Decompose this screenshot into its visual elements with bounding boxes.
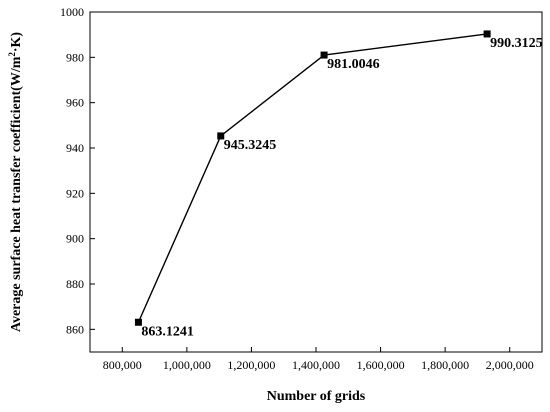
x-tick-label: 2,000,000 bbox=[486, 358, 534, 372]
y-axis-title-sup: 2 bbox=[7, 52, 17, 57]
y-tick-label: 920 bbox=[66, 186, 84, 200]
y-tick-label: 880 bbox=[66, 277, 84, 291]
y-tick-label: 940 bbox=[66, 141, 84, 155]
x-tick-label: 1,800,000 bbox=[421, 358, 469, 372]
x-axis: 800,000 1,000,000 1,200,000 1,400,000 1,600,… bbox=[103, 347, 534, 372]
data-point-marker bbox=[134, 318, 142, 326]
data-point-marker bbox=[217, 132, 225, 140]
data-label: 863.1241 bbox=[141, 324, 194, 339]
x-tick-label: 1,200,000 bbox=[227, 358, 275, 372]
y-axis-title-end: ·K) bbox=[9, 32, 24, 53]
data-labels: 863.1241 945.3245 981.0046 990.3125 bbox=[141, 36, 542, 339]
series-line bbox=[137, 33, 488, 323]
data-point-marker bbox=[320, 51, 328, 59]
data-point-marker bbox=[483, 30, 491, 38]
y-axis-title-main: Average surface heat transfer coefficien… bbox=[9, 56, 24, 332]
y-tick-label: 960 bbox=[66, 96, 84, 110]
x-tick-label: 800,000 bbox=[103, 358, 142, 372]
x-tick-label: 1,600,000 bbox=[357, 358, 405, 372]
y-tick-label: 1000 bbox=[60, 5, 84, 19]
data-label: 990.3125 bbox=[490, 36, 542, 51]
data-label: 945.3245 bbox=[224, 138, 277, 153]
x-axis-title: Number of grids bbox=[267, 389, 366, 404]
y-axis-title: Average surface heat transfer coefficien… bbox=[7, 32, 24, 333]
y-tick-label: 980 bbox=[66, 50, 84, 64]
y-axis: 860 880 900 920 940 960 980 1000 bbox=[60, 5, 95, 336]
data-label: 981.0046 bbox=[327, 57, 380, 72]
x-tick-label: 1,000,000 bbox=[163, 358, 211, 372]
y-tick-label: 860 bbox=[66, 322, 84, 336]
series-markers bbox=[134, 30, 491, 326]
y-tick-label: 900 bbox=[66, 232, 84, 246]
x-tick-label: 1,400,000 bbox=[292, 358, 340, 372]
plot-frame bbox=[89, 11, 543, 353]
